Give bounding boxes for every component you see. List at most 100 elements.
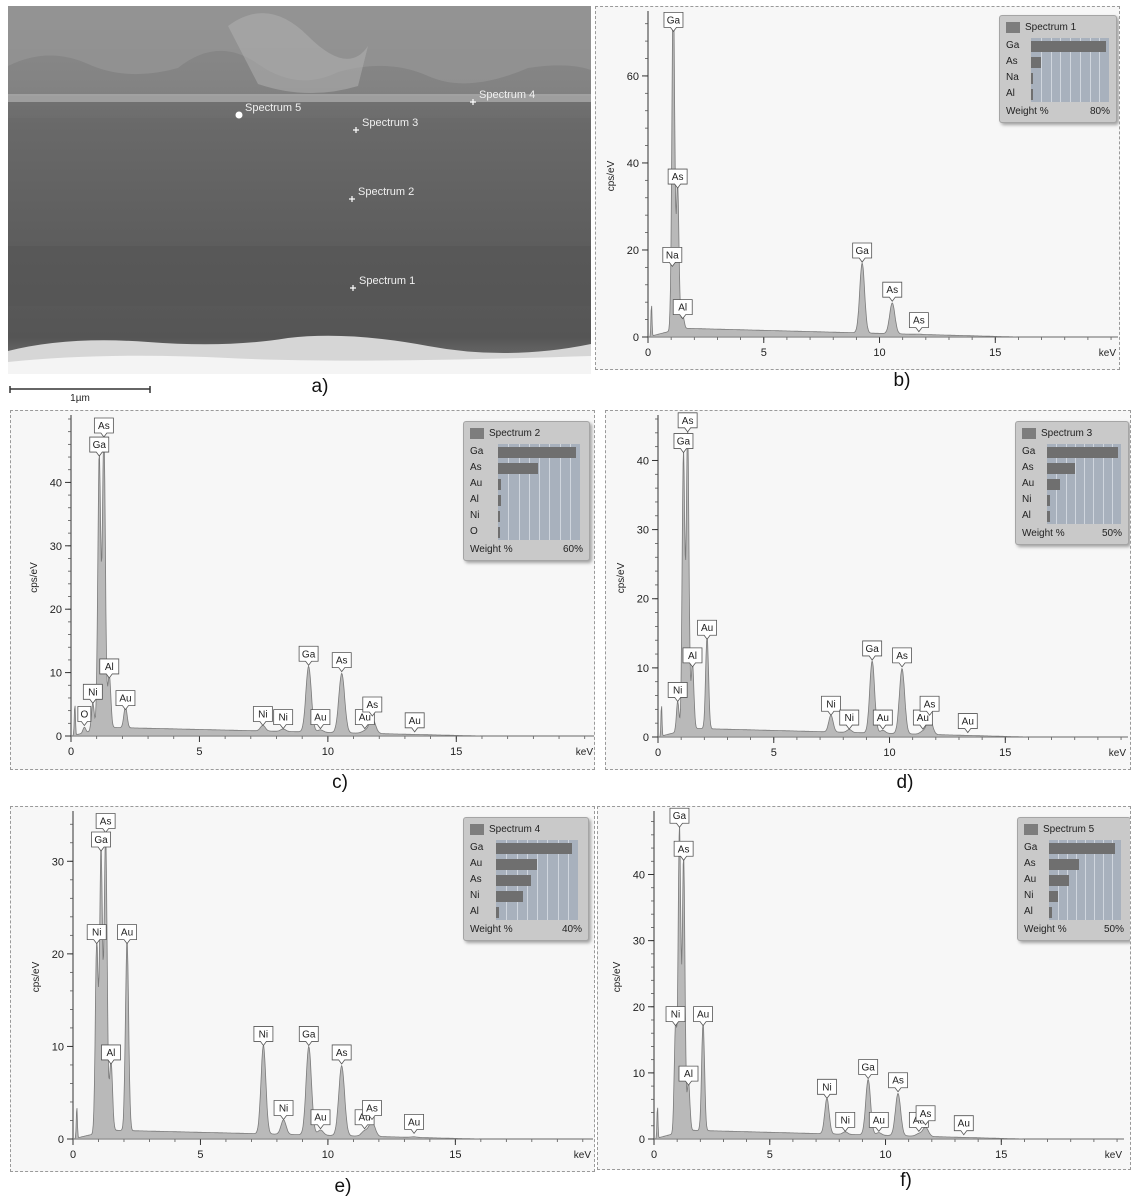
peak-flag [362,696,383,717]
legend-bar-area [1031,38,1109,102]
y-tick-label: 10 [52,1041,64,1053]
peak-label-text: As [886,285,898,296]
legend-gridline [1084,444,1085,524]
peak-label-text: As [336,1048,348,1059]
legend-weight-bar [496,891,523,902]
legend-footer-label: Weight % [1024,924,1067,935]
legend-weight-bar [496,907,499,918]
peak-label-text: Au [877,713,889,724]
spectrum-panel-e: 0 5 10 15 keV 0 10 20 30 cps/eV As Ga Ni Al Au Ni Ni Ga As… [10,806,595,1172]
peak-flag [298,1026,319,1047]
legend-weight-bar [498,447,576,458]
peak-label-text: Ni [92,928,101,939]
peak-flag [835,1111,856,1133]
spectrum-chart: 0 5 10 15 keV 0 10 20 30 40 cps/eV As Ga Al Ni Au Ni Ni Ga… [616,412,1128,759]
x-unit-label: keV [1109,748,1127,759]
peak-label-text: As [892,1076,904,1087]
y-tick-label: 0 [633,332,639,344]
peak-label-as: As [892,647,912,668]
peak-label-as: As [673,840,694,861]
legend-gridline [1079,38,1081,102]
legend-gridline [1111,444,1113,524]
legend-title-text: Spectrum 1 [1025,22,1077,33]
legend-weight-bar [1049,843,1116,854]
legend-row-label: As [1006,56,1018,67]
peak-flag [858,1059,879,1080]
peak-flag [693,1006,713,1027]
peak-flag [919,695,940,716]
y-tick-label: 20 [633,1002,645,1014]
peak-label-as: As [677,412,698,433]
legend-gridline [549,444,551,540]
legend-gridline [559,444,561,540]
peak-flag [839,709,860,730]
x-tick-label: 10 [873,347,885,359]
peak-flag [882,281,903,302]
peak-flag [669,807,690,828]
sem-marker-label: Spectrum 3 [362,117,418,129]
peak-label-au: Au [957,713,978,734]
peak-label-as: As [331,1044,352,1065]
peak-flag [404,712,425,733]
legend-row-label: As [1022,462,1034,473]
peak-flag [89,436,110,457]
peak-label-text: Ga [861,1062,875,1073]
y-tick-label: 30 [52,856,64,868]
peak-flag [912,709,933,730]
legend-weight-bar [1031,41,1107,52]
spectrum-chart: 0 5 10 15 keV 0 10 20 30 40 cps/eV Ga As Ni Al Au Ni Ni Ga… [612,807,1124,1161]
x-tick-label: 5 [767,1149,773,1161]
peak-label-text: Au [119,694,131,705]
legend-row-label: Ga [1006,40,1020,51]
peak-label-ni: Ni [665,1006,686,1027]
y-tick-label: 10 [637,663,649,675]
sem-marker-label: Spectrum 5 [245,102,301,114]
peak-flag [82,683,103,704]
peak-flag [673,840,694,861]
peak-label-text: Ni [841,1115,850,1126]
legend-weight-bar [496,859,537,870]
x-tick-label: 5 [761,347,767,359]
legend-row-label: Ga [1024,842,1038,853]
sem-marker-point [349,196,355,202]
peak-label-au: Au [117,924,137,945]
peak-flag [821,695,841,716]
peak-label-au: Au [697,619,717,640]
caption-c: c) [332,772,348,793]
y-tick-label: 30 [50,541,62,553]
peak-flag [273,709,294,730]
peak-label-ni: Ni [252,706,273,727]
y-axis-label: cps/eV [31,961,42,992]
legend-weight-bar [1049,875,1070,886]
legend-title: Spectrum 1 [1006,21,1076,35]
peak-label-ga: Ga [663,12,684,33]
peak-label-text: Au [873,1115,885,1126]
peak-label-text: As [100,817,112,828]
x-tick-label: 10 [883,747,895,759]
legend-row-label: Ni [1022,494,1032,505]
legend-weight-bar [498,527,500,538]
legend-weight-bar [498,479,501,490]
peak-label-text: As [98,421,110,432]
legend-weight-bar [1047,447,1118,458]
peak-label-au: Au [868,1111,889,1133]
peak-label-ni: Ni [273,709,294,730]
legend-title: Spectrum 5 [1024,823,1094,837]
sem-marker-label: Spectrum 1 [359,275,415,287]
peak-flag [665,1006,686,1027]
peak-flag [404,1113,424,1135]
x-unit-label: keV [1099,348,1117,359]
peak-label-text: As [366,700,378,711]
peak-flag [662,246,683,268]
legend-row-label: Ni [1024,890,1034,901]
legend-weight-bar [498,463,538,474]
legend-scale-max: 50% [1101,528,1122,539]
legend-title-text: Spectrum 4 [489,824,541,835]
peak-label-ni: Ni [86,924,107,945]
peak-flag [677,412,698,433]
legend-weight-bar [498,511,500,522]
y-axis-label: cps/eV [612,961,623,992]
legend-weight-bar [1049,891,1058,902]
y-tick-label: 30 [637,525,649,537]
legend-row-label: Ni [470,510,480,521]
